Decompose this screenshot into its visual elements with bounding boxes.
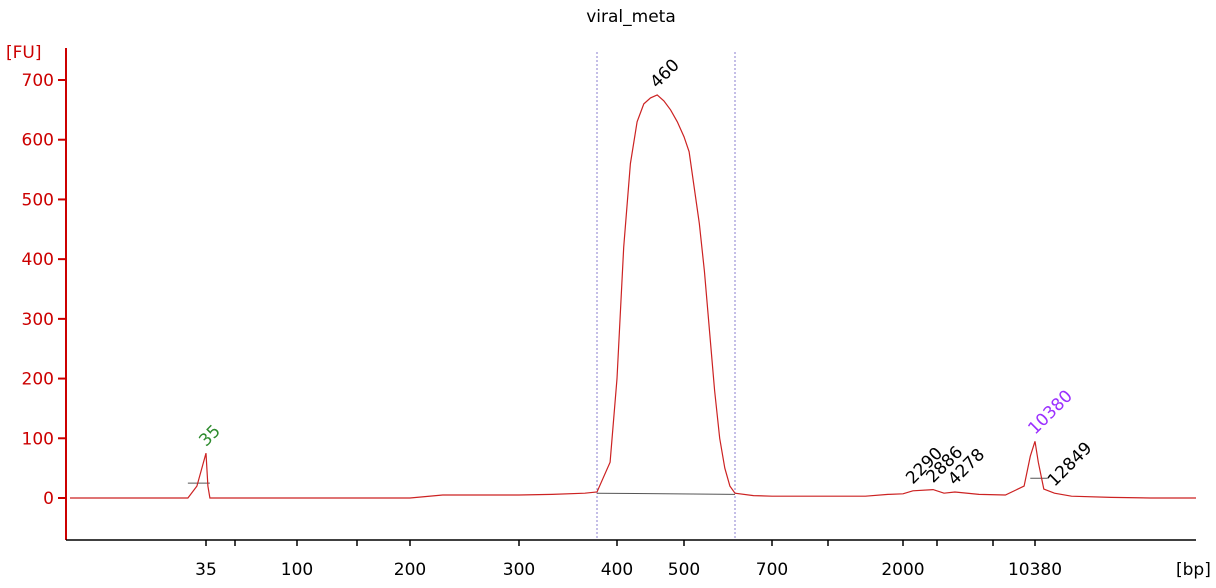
y-tick-label: 500: [22, 190, 54, 210]
peak-label: 35: [195, 421, 224, 450]
y-tick-label: 400: [22, 250, 54, 270]
trace-layer: [70, 94, 1196, 499]
y-tick-label: 300: [22, 310, 54, 330]
x-axis-unit-label: [bp]: [1176, 560, 1211, 580]
x-tick-label: 10380: [1008, 560, 1062, 580]
y-tick-label: 100: [22, 429, 54, 449]
trace-line: [70, 94, 1196, 499]
y-tick-label: 200: [22, 370, 54, 390]
x-tick-label: 35: [195, 560, 217, 580]
chart-title: viral_meta: [586, 7, 676, 27]
peak-label: 12849: [1044, 438, 1096, 490]
y-tick-label: 0: [43, 489, 54, 509]
x-tick-label: 2000: [881, 560, 924, 580]
y-axis-unit-label: [FU]: [6, 43, 42, 63]
peak-label: 460: [647, 55, 684, 92]
y-tick-label: 700: [22, 71, 54, 91]
x-tick-label: 500: [668, 560, 700, 580]
peak-baseline: [596, 492, 736, 495]
x-tick-label: 700: [756, 560, 788, 580]
x-tick-label: 100: [281, 560, 313, 580]
region-markers: [187, 52, 1048, 540]
x-tick-label: 300: [503, 560, 535, 580]
x-tick-label: 200: [394, 560, 426, 580]
peak-label: 10380: [1024, 386, 1076, 438]
axes: 0 100 200 300 400 500 600 700 35 100 200 300 400 500 7…: [22, 48, 1196, 580]
x-tick-label: 400: [601, 560, 633, 580]
y-tick-label: 600: [22, 131, 54, 151]
